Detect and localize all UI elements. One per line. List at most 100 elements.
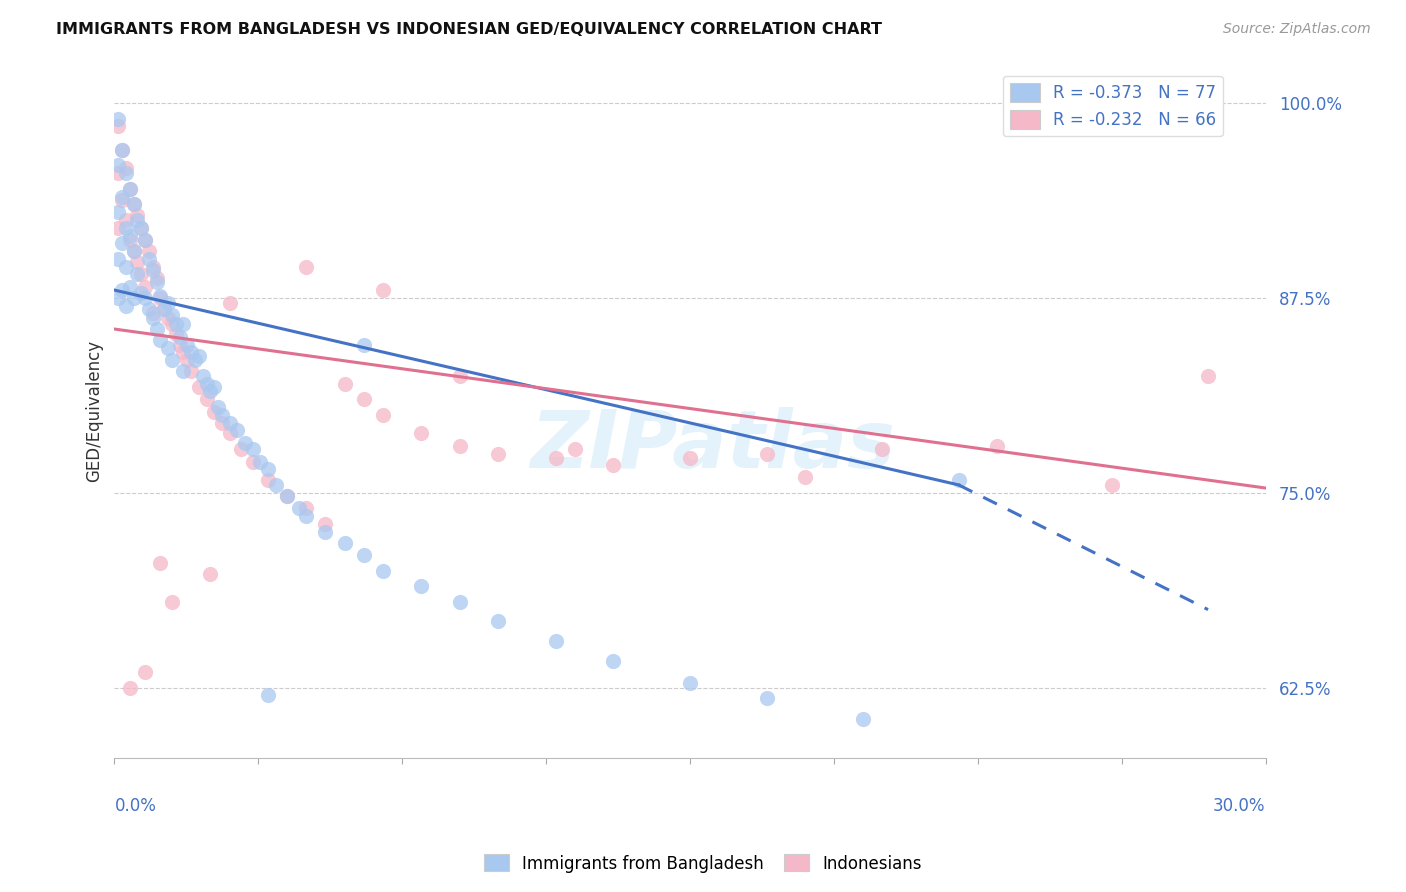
Point bbox=[111, 189, 134, 203]
Point bbox=[169, 337, 191, 351]
Point bbox=[184, 353, 207, 368]
Point bbox=[107, 252, 129, 266]
Point bbox=[602, 458, 624, 472]
Point bbox=[202, 380, 225, 394]
Point bbox=[242, 442, 264, 456]
Point bbox=[180, 364, 202, 378]
Point bbox=[142, 311, 165, 326]
Point bbox=[165, 326, 187, 341]
Point bbox=[134, 665, 156, 679]
Point bbox=[111, 143, 134, 157]
Point bbox=[295, 260, 318, 274]
Point bbox=[187, 380, 209, 394]
Point bbox=[449, 595, 471, 609]
Point bbox=[226, 423, 249, 437]
Point bbox=[353, 392, 375, 407]
Point bbox=[211, 408, 233, 422]
Point bbox=[211, 416, 233, 430]
Point bbox=[118, 182, 141, 196]
Point bbox=[191, 368, 214, 383]
Point bbox=[160, 353, 183, 368]
Point bbox=[242, 454, 264, 468]
Point bbox=[371, 564, 394, 578]
Point bbox=[486, 614, 509, 628]
Point bbox=[129, 220, 152, 235]
Point bbox=[115, 166, 138, 180]
Point bbox=[257, 689, 280, 703]
Point bbox=[1101, 478, 1123, 492]
Point bbox=[200, 566, 222, 581]
Point bbox=[129, 220, 152, 235]
Point bbox=[118, 681, 141, 695]
Point bbox=[107, 166, 129, 180]
Point bbox=[107, 158, 129, 172]
Point bbox=[107, 112, 129, 126]
Point bbox=[122, 197, 145, 211]
Point bbox=[118, 233, 141, 247]
Point bbox=[115, 299, 138, 313]
Point bbox=[160, 308, 183, 322]
Point bbox=[176, 353, 198, 368]
Point bbox=[353, 337, 375, 351]
Point bbox=[122, 197, 145, 211]
Point bbox=[115, 260, 138, 274]
Point bbox=[149, 556, 172, 570]
Point bbox=[564, 442, 586, 456]
Point bbox=[172, 364, 194, 378]
Point bbox=[229, 442, 252, 456]
Point bbox=[852, 712, 875, 726]
Point bbox=[138, 252, 160, 266]
Point bbox=[115, 213, 138, 227]
Point bbox=[276, 489, 298, 503]
Point bbox=[679, 676, 702, 690]
Point bbox=[314, 516, 336, 531]
Point bbox=[153, 301, 176, 316]
Point bbox=[679, 451, 702, 466]
Point bbox=[142, 262, 165, 277]
Point bbox=[411, 579, 433, 593]
Point bbox=[200, 384, 222, 399]
Point bbox=[794, 470, 817, 484]
Point bbox=[157, 311, 180, 326]
Legend: Immigrants from Bangladesh, Indonesians: Immigrants from Bangladesh, Indonesians bbox=[478, 847, 928, 880]
Text: ZIPatlas: ZIPatlas bbox=[530, 407, 896, 484]
Point bbox=[157, 295, 180, 310]
Point bbox=[122, 291, 145, 305]
Point bbox=[111, 283, 134, 297]
Point bbox=[449, 368, 471, 383]
Point bbox=[122, 244, 145, 259]
Point bbox=[165, 318, 187, 332]
Point bbox=[314, 524, 336, 539]
Point bbox=[134, 233, 156, 247]
Point bbox=[295, 501, 318, 516]
Point bbox=[107, 291, 129, 305]
Text: 0.0%: 0.0% bbox=[114, 797, 156, 814]
Point bbox=[127, 208, 149, 222]
Point bbox=[218, 416, 240, 430]
Point bbox=[118, 280, 141, 294]
Point bbox=[333, 535, 356, 549]
Point bbox=[755, 447, 778, 461]
Point bbox=[195, 392, 218, 407]
Point bbox=[544, 451, 567, 466]
Point bbox=[127, 268, 149, 282]
Text: Source: ZipAtlas.com: Source: ZipAtlas.com bbox=[1223, 22, 1371, 37]
Point bbox=[118, 182, 141, 196]
Point bbox=[371, 283, 394, 297]
Point bbox=[134, 233, 156, 247]
Point bbox=[129, 286, 152, 301]
Point bbox=[134, 280, 156, 294]
Point bbox=[142, 260, 165, 274]
Point bbox=[218, 295, 240, 310]
Point bbox=[160, 318, 183, 332]
Point bbox=[195, 376, 218, 391]
Point bbox=[127, 255, 149, 269]
Point bbox=[486, 447, 509, 461]
Point bbox=[107, 220, 129, 235]
Point bbox=[145, 275, 167, 289]
Point bbox=[249, 454, 271, 468]
Point bbox=[111, 236, 134, 251]
Point bbox=[115, 161, 138, 176]
Point bbox=[153, 301, 176, 316]
Point bbox=[129, 268, 152, 282]
